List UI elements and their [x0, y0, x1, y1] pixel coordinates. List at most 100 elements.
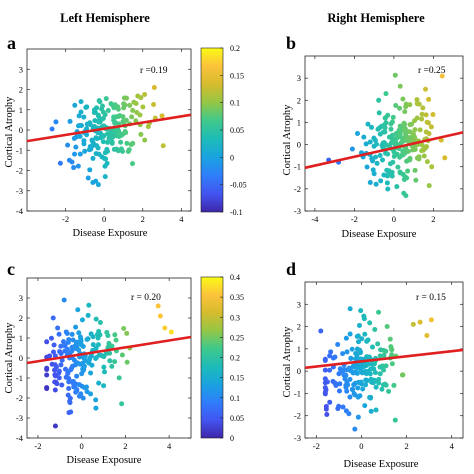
panel-c-ticks: -2 0 2 4 -4 -3 -2 -1 0 1 2 3	[16, 278, 191, 451]
y-tick-label: 1	[297, 117, 301, 127]
scatter-point	[361, 134, 367, 140]
scatter-point	[79, 317, 85, 323]
scatter-point	[119, 352, 125, 358]
scatter-point	[421, 153, 427, 159]
scatter-point	[93, 405, 99, 411]
scatter-point	[358, 379, 364, 385]
scatter-point	[412, 127, 418, 133]
scatter-point	[347, 376, 353, 382]
scatter-point	[351, 382, 357, 388]
panel-b-y-axis-title: Cortical Atrophy	[282, 104, 293, 176]
y-tick-label: 2	[19, 313, 23, 323]
scatter-point	[74, 386, 80, 392]
scatter-point	[353, 363, 359, 369]
scatter-point	[121, 326, 127, 332]
panel-a-r-annotation: r =0.19	[140, 66, 168, 76]
panel-c-letter: c	[7, 259, 15, 279]
scatter-point	[363, 141, 369, 147]
scatter-point	[335, 342, 341, 348]
scatter-point	[71, 357, 77, 363]
scatter-point	[419, 116, 425, 122]
scatter-point	[402, 121, 408, 127]
scatter-point	[343, 335, 349, 341]
scatter-point	[417, 319, 423, 325]
scatter-point	[162, 325, 168, 331]
scatter-point	[355, 385, 361, 391]
scatter-point	[370, 167, 376, 173]
scatter-point	[58, 351, 64, 357]
scatter-point	[337, 366, 343, 372]
scatter-point	[371, 171, 377, 177]
scatter-point	[112, 359, 118, 365]
scatter-point	[97, 99, 103, 105]
scatter-point	[372, 370, 378, 376]
scatter-point	[102, 174, 108, 180]
panel-a-fit-line	[26, 113, 192, 143]
x-tick-label: 2	[123, 441, 127, 451]
scatter-point	[410, 147, 416, 153]
scatter-point	[346, 411, 352, 417]
x-tick-label: 0	[80, 441, 84, 451]
scatter-point	[56, 370, 62, 376]
y-tick-label: -3	[16, 413, 23, 423]
scatter-point	[389, 361, 395, 367]
scatter-point	[372, 137, 378, 143]
x-tick-label: 4	[450, 441, 455, 451]
y-tick-label: 1	[297, 344, 301, 354]
scatter-point	[44, 372, 50, 378]
scatter-point	[90, 179, 96, 185]
scatter-point	[412, 167, 418, 173]
scatter-point	[375, 341, 381, 347]
scatter-point	[138, 131, 144, 137]
scatter-point	[72, 151, 78, 157]
panel-a: a -2 0 2 4 -4 -3 -2 -1 0 1 2 3 r =0.19 Disease Expo…	[4, 33, 192, 239]
scatter-point	[84, 384, 90, 390]
scatter-point	[111, 117, 117, 123]
y-tick-label: -1	[294, 162, 301, 172]
scatter-point	[47, 353, 53, 359]
scatter-point	[101, 354, 107, 360]
panel-d-ticks: -2 0 2 4 -3 -2 -1 0 1 2 3	[294, 282, 463, 451]
scatter-point	[377, 152, 383, 158]
scatter-point	[423, 112, 429, 118]
scatter-point	[379, 386, 385, 392]
x-tick-label: 2	[141, 214, 145, 224]
scatter-point	[358, 308, 364, 314]
scatter-point	[369, 156, 375, 162]
scatter-point	[90, 334, 96, 340]
scatter-point	[52, 379, 58, 385]
scatter-point	[137, 112, 143, 118]
scatter-point	[422, 145, 428, 151]
scatter-point	[354, 353, 360, 359]
scatter-point	[118, 139, 124, 145]
scatter-point	[387, 336, 393, 342]
scatter-point	[324, 411, 330, 417]
scatter-point	[48, 335, 54, 341]
scatter-point	[367, 179, 373, 185]
scatter-point	[377, 125, 383, 131]
scatter-point	[439, 73, 445, 79]
scatter-point	[359, 336, 365, 342]
scatter-point	[76, 347, 82, 353]
scatter-point	[107, 358, 113, 364]
scatter-point	[96, 328, 102, 334]
scatter-point	[419, 111, 425, 117]
scatter-point	[102, 163, 108, 169]
scatter-point	[382, 381, 388, 387]
scatter-point	[70, 380, 76, 386]
scatter-point	[389, 173, 395, 179]
scatter-point	[107, 128, 113, 134]
scatter-point	[105, 108, 111, 114]
scatter-point	[381, 353, 387, 359]
colorbar-tick-label: 0.1	[230, 99, 240, 108]
scatter-point	[109, 134, 115, 140]
scatter-point	[367, 320, 373, 326]
scatter-point	[379, 142, 385, 148]
scatter-point	[380, 157, 386, 163]
scatter-point	[377, 371, 383, 377]
scatter-point	[87, 120, 93, 126]
scatter-point	[341, 372, 347, 378]
scatter-point	[92, 118, 98, 124]
scatter-point	[347, 306, 353, 312]
scatter-point	[93, 151, 99, 157]
